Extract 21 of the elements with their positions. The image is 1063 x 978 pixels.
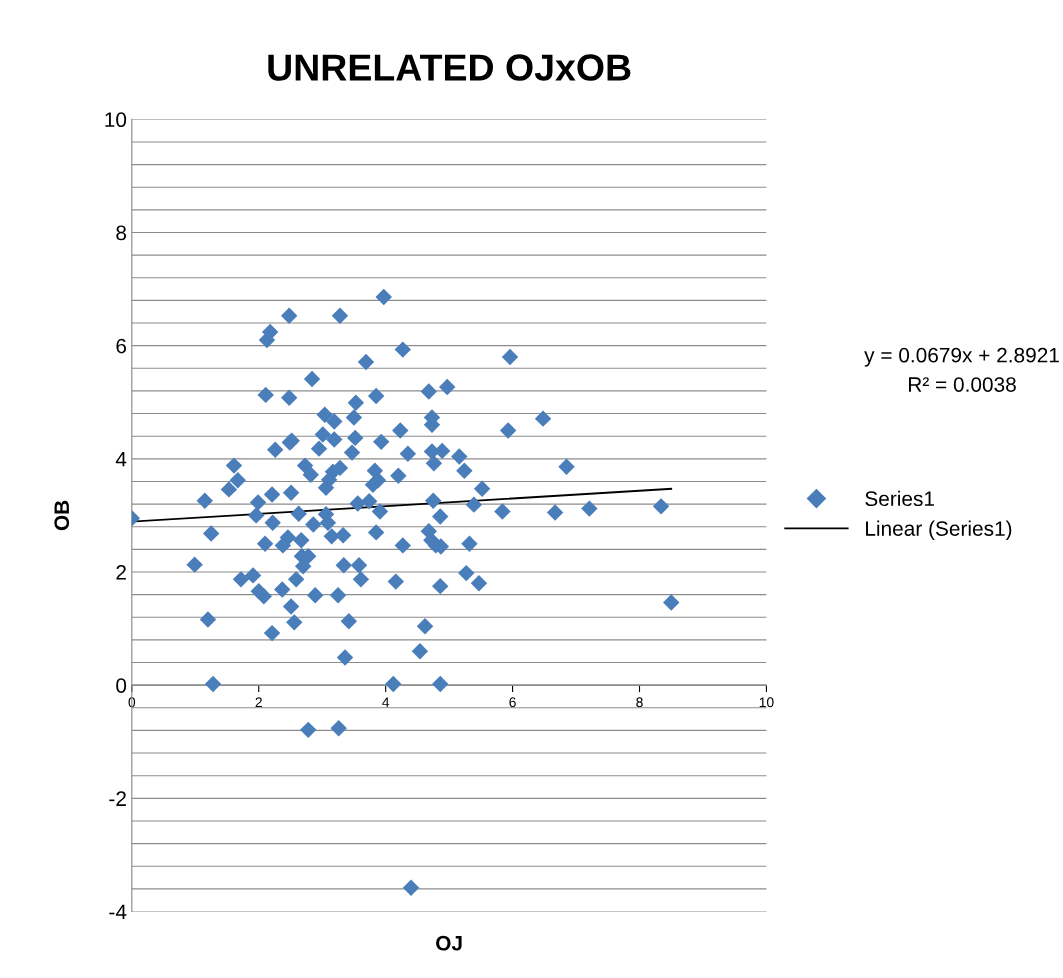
y-tick-label: 10: [105, 112, 127, 128]
text: y = 0.0679x + 2.8921: [864, 347, 1059, 367]
y-tick-label: 8: [116, 225, 127, 241]
y-axis-title: OB: [54, 500, 70, 531]
x-axis-title: OJ: [436, 935, 462, 951]
legend-label: Linear (Series1): [866, 520, 1012, 541]
chart-title: UNRELATED OJxOB: [268, 54, 631, 81]
x-tick-label: 8: [636, 697, 643, 708]
y-tick-label: 4: [115, 452, 127, 467]
y-tick-label: 6: [116, 338, 127, 354]
x-tick-label: 4: [382, 697, 390, 708]
x-tick-label: 2: [255, 697, 262, 708]
y-tick-label: -2: [109, 791, 126, 806]
x-tick-label: 10: [759, 697, 774, 708]
text: R² = 0.0038: [909, 377, 1016, 392]
legend-label: Series1: [865, 490, 934, 507]
x-tick-label: 0: [128, 697, 136, 708]
y-tick-label: 2: [116, 564, 126, 580]
x-tick-label: 6: [509, 697, 516, 708]
y-tick-label: -4: [109, 904, 127, 920]
y-tick-label: 0: [116, 678, 127, 693]
